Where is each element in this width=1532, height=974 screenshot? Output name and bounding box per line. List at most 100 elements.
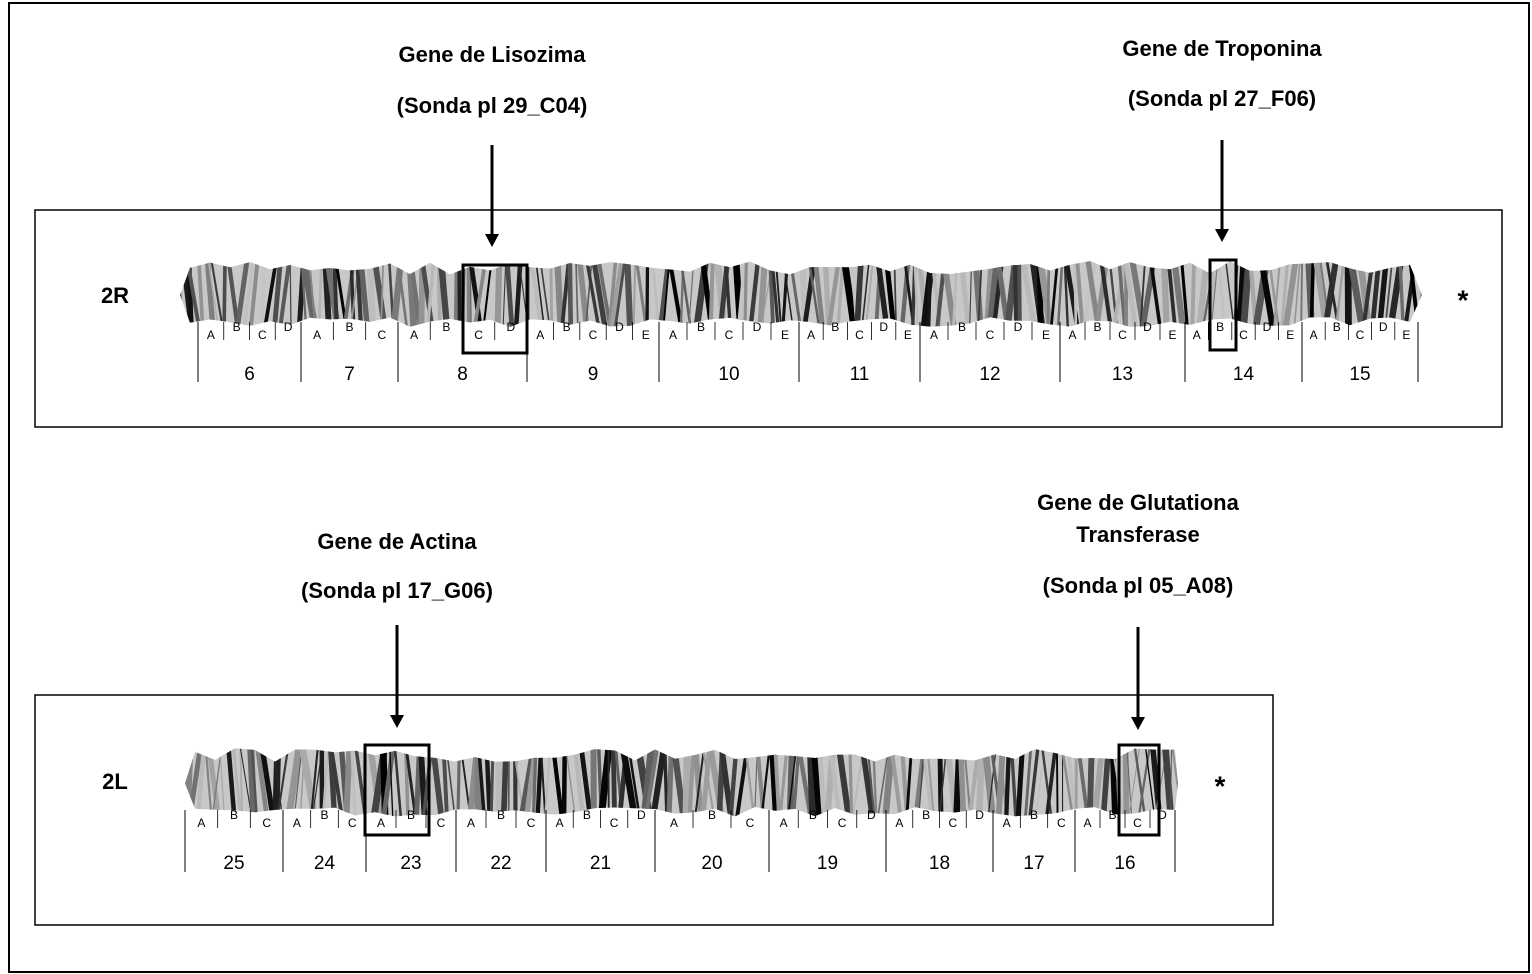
band-letter: C [377,328,386,342]
band-letter: A [207,328,215,342]
section-number: 11 [850,364,870,385]
band-letter: E [1168,328,1176,342]
gene-label: (Sonda pl 27_F06) [1128,86,1316,111]
band-letter: C [1118,328,1127,342]
band-letter: B [407,808,415,822]
section-number: 22 [490,853,511,874]
gene-label: (Sonda pl 29_C04) [397,93,588,118]
band-letter: D [615,320,624,334]
band-letter: A [556,816,564,830]
band-letter: C [1057,816,1066,830]
band-letter: C [986,328,995,342]
band-letter: C [838,816,847,830]
band-letter: A [895,816,903,830]
band-letter: A [670,816,678,830]
asterisk: * [1215,770,1226,801]
gene-label: Transferase [1076,522,1200,547]
band-letter: B [809,808,817,822]
band-letter: C [855,328,864,342]
section-number: 7 [344,364,355,385]
band-letter: A [669,328,677,342]
band-letter: C [262,816,271,830]
band-letter: B [497,808,505,822]
band-letter: B [442,320,450,334]
figure: 2R*6ABCD7ABC8ABCD9ABCDE10ABCDE11ABCDE12A… [0,0,1532,974]
band-letter: C [1356,328,1365,342]
arrow-head [1131,717,1145,730]
gene-label: Gene de Troponina [1122,36,1322,61]
band-letter: D [753,320,762,334]
band-letter: A [536,328,544,342]
arrow-head [485,234,499,247]
band-letter: B [1030,808,1038,822]
section-number: 18 [929,853,950,874]
gene-label: (Sonda pl 17_G06) [301,578,493,603]
band-letter: E [642,328,650,342]
band-letter: C [348,816,357,830]
arm-label: 2R [101,283,129,308]
band-letter: A [1193,328,1201,342]
band-letter: A [1310,328,1318,342]
band-letter: D [1014,320,1023,334]
panel-frame [35,695,1273,925]
band-stripe [590,745,596,822]
gene-label: Gene de Lisozima [398,42,586,67]
band-letter: A [780,816,788,830]
band-letter: A [807,328,815,342]
band-stripe [1123,745,1130,822]
band-letter: B [708,808,716,822]
section-number: 21 [590,853,611,874]
band-letter: B [958,320,966,334]
band-letter: E [781,328,789,342]
gene-label: Gene de Glutationa [1037,490,1239,515]
band-letter: C [725,328,734,342]
band-letter: C [258,328,267,342]
band-letter: B [1093,320,1101,334]
band-letter: B [345,320,353,334]
band-letter: D [284,320,293,334]
band-letter: D [637,808,646,822]
band-letter: B [320,808,328,822]
arrow-head [1215,229,1229,242]
section-number: 19 [817,853,838,874]
band-letter: C [746,816,755,830]
band-letter: B [1216,320,1224,334]
band-letter: C [1133,816,1142,830]
band-stripe [272,745,281,822]
band-letter: D [507,320,516,334]
section-number: 16 [1114,853,1135,874]
gene-label: (Sonda pl 05_A08) [1043,573,1234,598]
band-letter: E [1402,328,1410,342]
band-letter: A [930,328,938,342]
band-stripe [1087,745,1095,822]
section-number: 23 [400,853,421,874]
band-letter: A [410,328,418,342]
band-letter: D [879,320,888,334]
section-number: 17 [1023,853,1044,874]
band-letter: A [313,328,321,342]
band-stripe [457,258,461,332]
chromosome [177,257,1427,332]
band-stripe [645,258,649,332]
band-letter: C [949,816,958,830]
band-letter: A [293,816,301,830]
band-stripe [608,745,610,822]
section-number: 14 [1233,364,1255,385]
band-letter: C [589,328,598,342]
section-number: 8 [457,364,468,385]
section-number: 15 [1349,364,1370,385]
band-letter: C [437,816,446,830]
band-letter: A [197,816,205,830]
section-number: 6 [244,364,255,385]
band-letter: A [1068,328,1076,342]
band-stripe [562,745,567,822]
band-letter: A [467,816,475,830]
band-letter: C [474,328,483,342]
band-letter: D [1263,320,1272,334]
band-letter: A [1083,816,1091,830]
band-stripe [513,745,518,822]
band-letter: D [975,808,984,822]
arrow-head [390,715,404,728]
band-letter: D [1143,320,1152,334]
section-number: 13 [1112,364,1133,385]
